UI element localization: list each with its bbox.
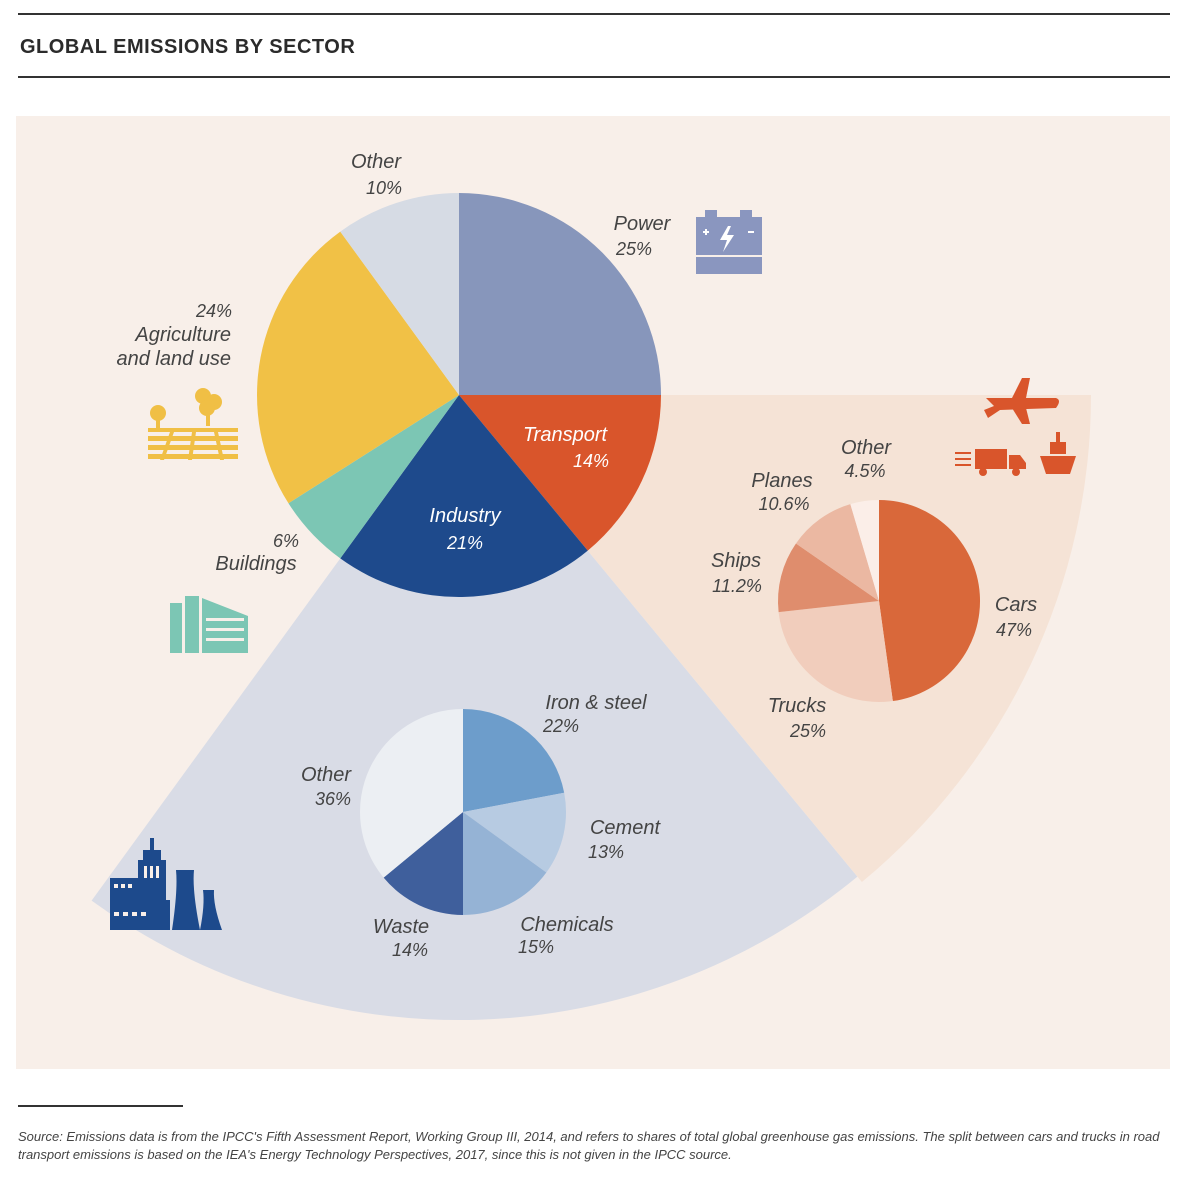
factory-icon: [110, 838, 222, 930]
industry-label-waste: Waste: [373, 916, 429, 938]
main-pct-agriculture: 24%: [195, 301, 232, 321]
main-pct-transport: 14%: [573, 451, 609, 471]
airplane-icon: [984, 378, 1059, 424]
building-icon: [170, 596, 248, 653]
main-pct-power: 25%: [615, 239, 652, 259]
transport-slice-other: [850, 500, 879, 601]
industry-slice-iron: [463, 709, 565, 812]
chart-labels: Power 25% Transport 14% Industry 21% Buildings…: [116, 151, 1037, 960]
main-pct-industry: 21%: [446, 533, 483, 553]
title-rule: [18, 76, 1170, 78]
industry-label-chemicals: Chemicals: [520, 914, 613, 936]
industry-pie: [360, 709, 567, 915]
main-pct-other: 10%: [366, 178, 402, 198]
main-label-buildings: Buildings: [215, 553, 296, 575]
main-slice-power: [459, 193, 661, 395]
main-slice-transport: [459, 395, 661, 551]
main-slice-buildings: [288, 395, 459, 559]
main-label-other: Other: [351, 151, 402, 173]
source-note: Source: Emissions data is from the IPCC'…: [18, 1129, 1160, 1162]
transport-pct-other: 4.5%: [844, 461, 885, 481]
source-rule: [18, 1105, 183, 1107]
industry-slice-other: [360, 709, 463, 878]
transport-label-other: Other: [841, 437, 892, 459]
transport-label-trucks: Trucks: [768, 695, 827, 717]
transport-slice-cars: [879, 500, 981, 702]
industry-pct-cement: 13%: [588, 842, 624, 862]
transport-pie: [777, 500, 981, 703]
industry-label-cement: Cement: [590, 817, 661, 839]
main-slice-other: [340, 193, 459, 395]
main-label-agriculture-2: and land use: [116, 348, 231, 370]
main-pie: [257, 193, 661, 597]
battery-icon: [696, 210, 762, 274]
industry-label-other: Other: [301, 764, 352, 786]
industry-pct-other: 36%: [315, 789, 351, 809]
transport-slice-ships: [777, 543, 879, 613]
top-rule: [18, 13, 1170, 15]
industry-pct-chemicals: 15%: [518, 937, 554, 957]
transport-label-ships: Ships: [711, 550, 761, 572]
main-label-transport: Transport: [523, 424, 609, 446]
ship-icon: [1040, 432, 1076, 474]
main-pct-buildings: 6%: [273, 531, 299, 551]
farm-icon: [148, 388, 238, 460]
transport-label-planes: Planes: [751, 470, 812, 492]
transport-slice-trucks: [778, 601, 893, 703]
main-label-agriculture-1: Agriculture: [134, 324, 231, 346]
transport-pct-ships: 11.2%: [712, 576, 762, 596]
main-label-power: Power: [614, 213, 672, 235]
industry-slice-waste: [383, 812, 463, 915]
transport-pct-planes: 10.6%: [758, 494, 809, 514]
main-slice-agriculture: [257, 231, 459, 504]
industry-breakdown-fan: [91, 395, 858, 1021]
transport-slice-planes: [795, 504, 879, 601]
transport-label-cars: Cars: [995, 594, 1037, 616]
transport-pct-trucks: 25%: [789, 721, 826, 741]
industry-slice-chemicals: [463, 812, 547, 915]
industry-pct-iron: 22%: [542, 716, 579, 736]
industry-pct-waste: 14%: [392, 940, 428, 960]
chart-title: GLOBAL EMISSIONS BY SECTOR: [20, 36, 356, 58]
truck-icon: [955, 449, 1026, 476]
transport-pct-cars: 47%: [996, 620, 1032, 640]
main-slice-industry: [340, 395, 588, 597]
main-label-industry: Industry: [429, 505, 501, 527]
industry-slice-cement: [463, 792, 567, 873]
industry-label-iron: Iron & steel: [545, 692, 647, 714]
